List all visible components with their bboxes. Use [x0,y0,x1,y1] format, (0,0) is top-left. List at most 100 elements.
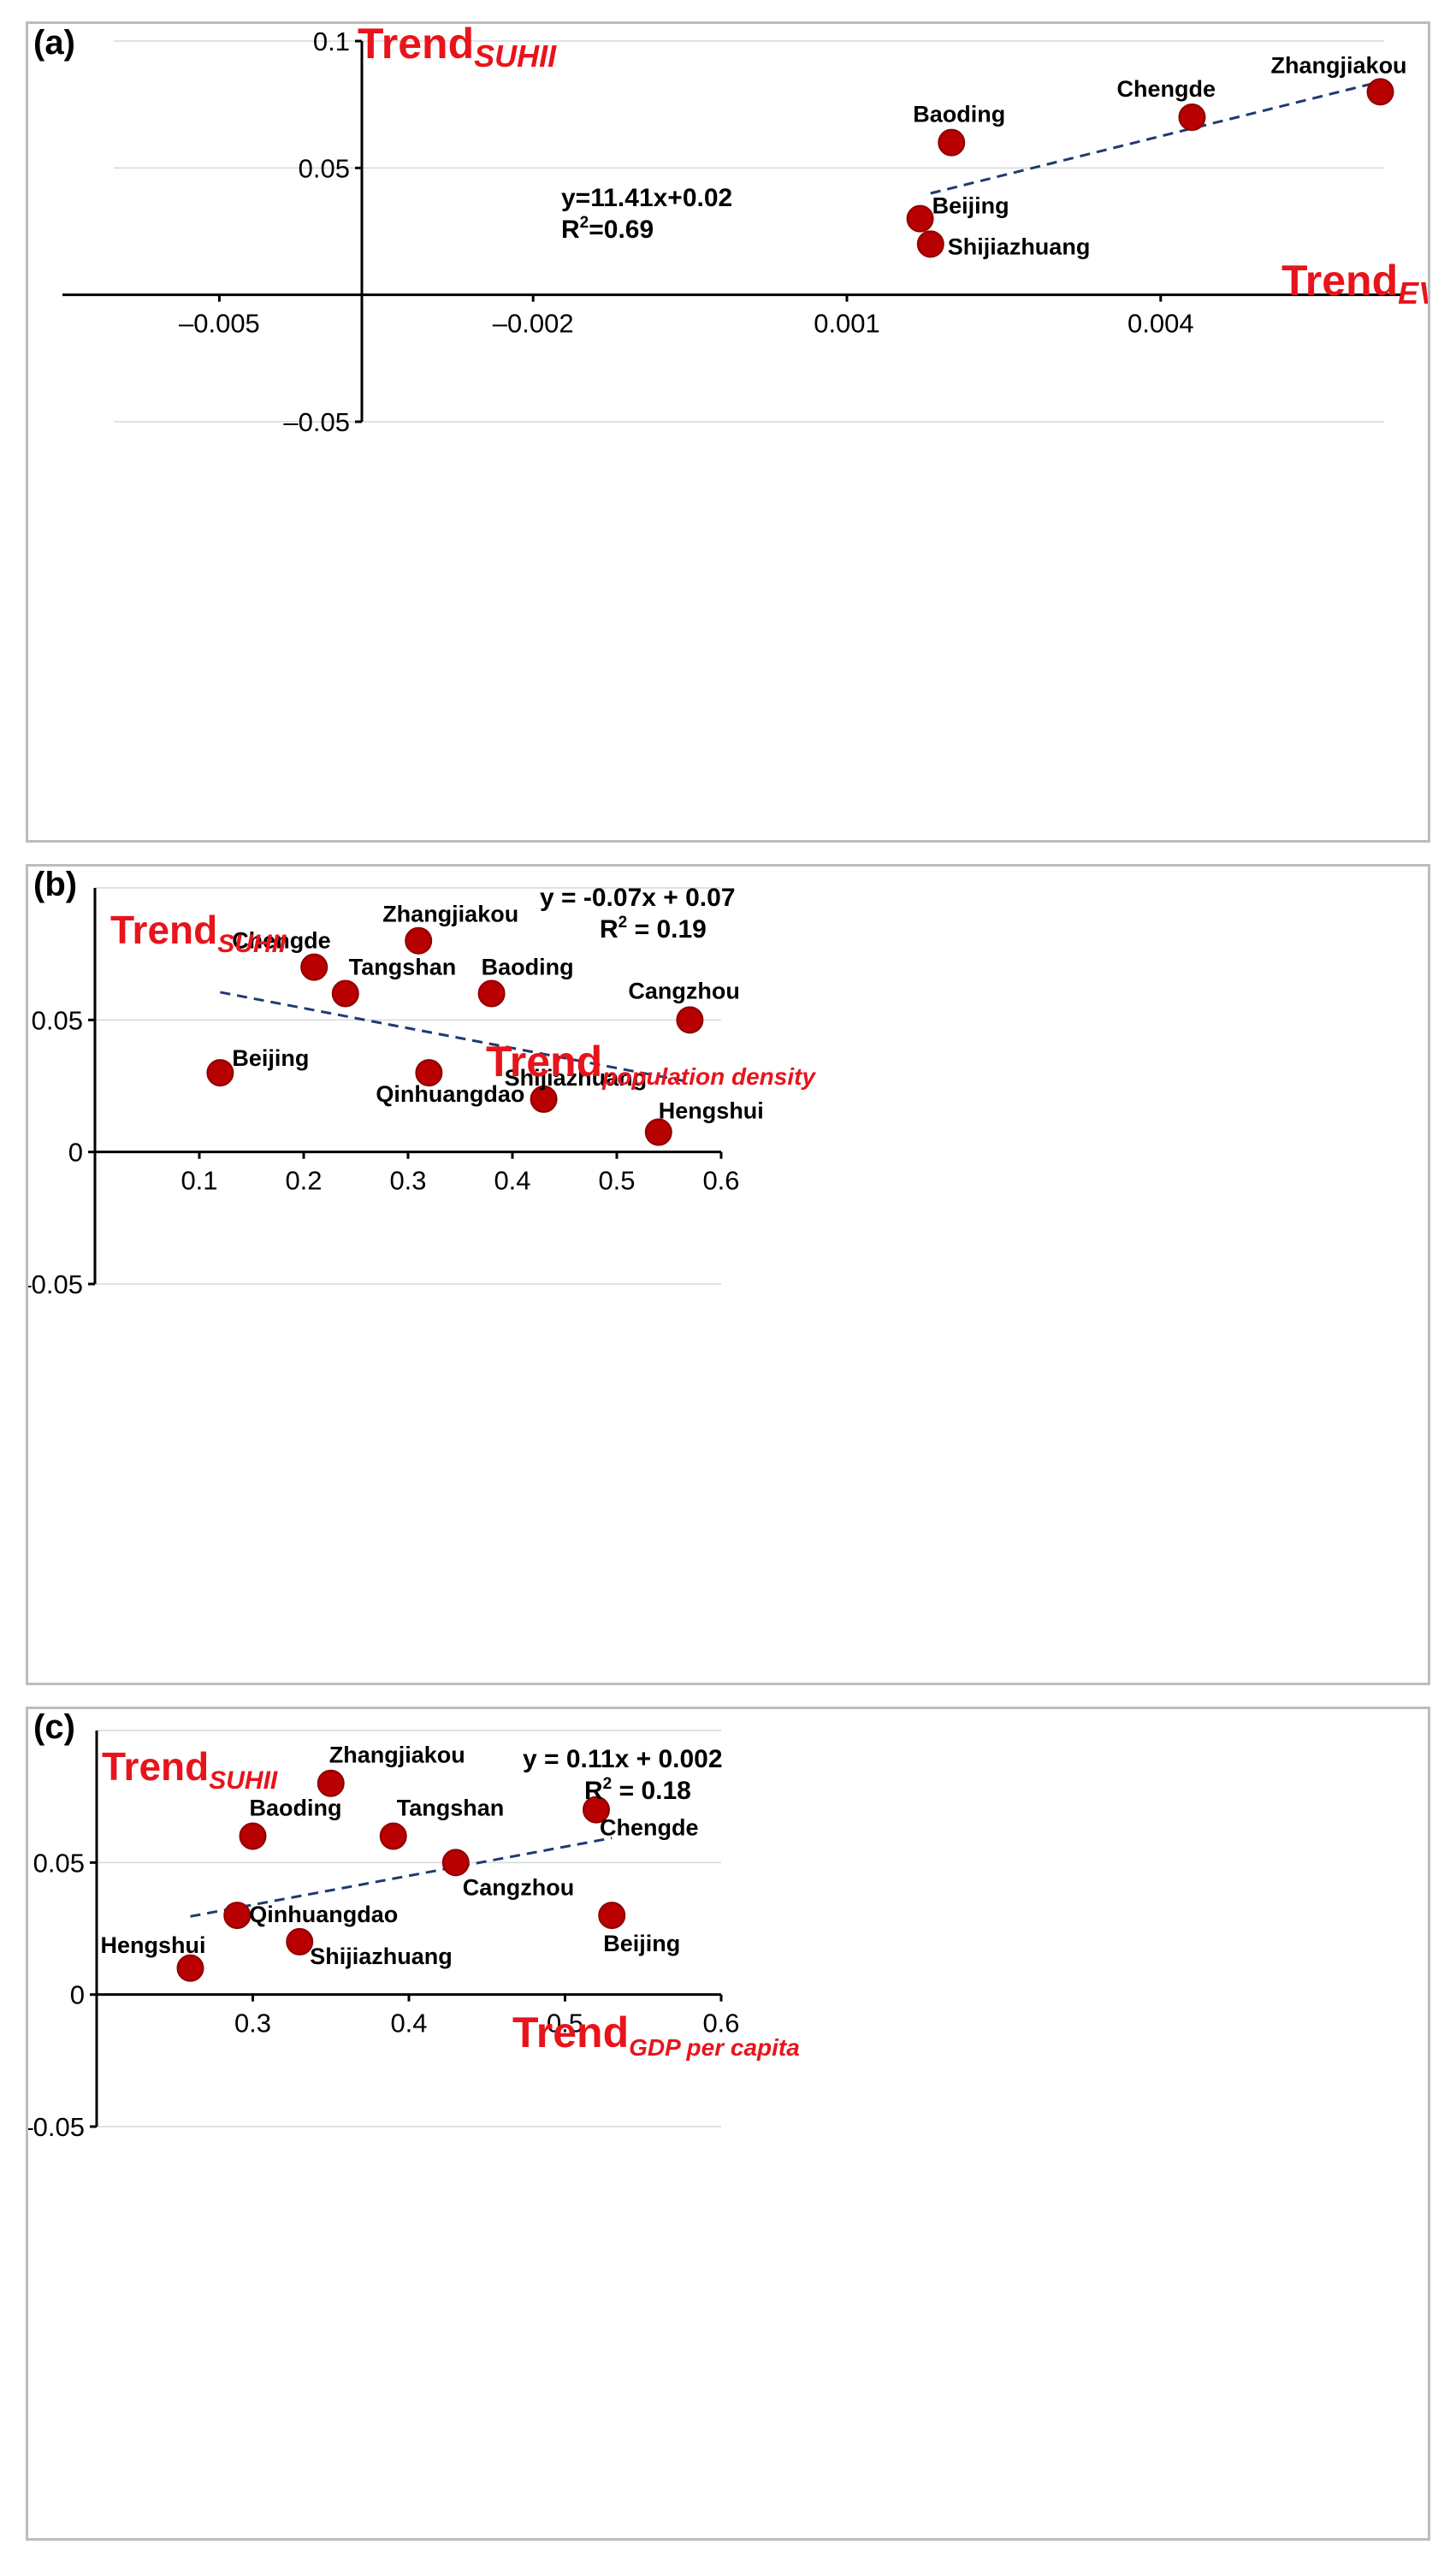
data-point [206,1059,234,1087]
data-point [938,128,966,157]
x-tick-label: 0.4 [494,1166,530,1196]
data-point [331,979,359,1008]
panel-b: 0.05 0 –0.05 0.1 0.2 0.3 0.4 0.5 0.6 Zhangjiakou C… [26,864,1430,1685]
y-tick-label: 0 [68,1138,83,1168]
data-point [477,979,506,1008]
r-squared-value: =0.69 [589,216,654,244]
point-label: Shijiazhuang [310,1944,453,1969]
data-point [379,1822,407,1850]
x-tick-label: 0.1 [181,1166,217,1196]
data-point [530,1085,558,1113]
data-point [916,230,944,258]
x-tick-label: 0.2 [285,1166,322,1196]
panel-label: (b) [33,867,77,903]
point-label: Qinhuangdao [376,1081,524,1107]
trendline [220,991,690,1084]
point-label: Zhangjiakou [329,1743,465,1768]
point-label: Tangshan [349,954,457,979]
point-label: Zhangjiakou [382,902,518,927]
r-squared: R2 = 0.18 [584,1775,691,1805]
y-tick-label: 0.05 [299,153,350,183]
data-point [317,1769,345,1797]
y-tick-label: –0.05 [283,407,350,437]
x-tick-label: 0.001 [814,309,880,339]
y-axis-title: TrendSUHII [102,1744,278,1795]
r-squared-sup: 2 [580,214,589,232]
data-point [239,1822,267,1850]
x-axis-title: TrendEVI [1281,257,1428,311]
data-point [1178,104,1206,131]
x-axis-title-subscript: EVI [1398,275,1428,311]
point-label: Zhangjiakou [1271,52,1407,78]
point-label: Shijiazhuang [948,234,1091,259]
x-tick-label: 0.3 [234,2009,271,2038]
x-axis-title-subscript: GDP per capita [629,2034,800,2061]
data-point [583,1796,610,1824]
data-point [1366,78,1394,106]
r-squared-sup: 2 [603,1775,613,1793]
point-label: Qinhuangdao [249,1902,398,1927]
panel-c: 0.05 0 –0.05 0.3 0.4 0.5 0.6 Zhangjiakou Baoding… [26,1707,1430,2541]
data-point [906,204,934,233]
y-axis-title-subscript: SUHII [209,1766,278,1795]
point-label: Cangzhou [463,1874,574,1900]
r-squared: R2 = 0.19 [600,914,707,944]
trend-equation: y=11.41x+0.02 [561,184,732,212]
data-point [223,1902,252,1930]
y-tick-label: 0 [70,1980,85,2010]
point-label: Beijing [603,1931,680,1956]
r-squared-sup: 2 [619,914,628,932]
point-label: Baoding [913,102,1005,127]
y-axis-title-main: Trend [110,908,217,952]
y-tick-label: 0.1 [313,27,350,56]
x-axis-title-main: Trend [1281,257,1398,305]
y-axis-title-subscript: SUHII [217,930,287,958]
y-axis-title: TrendSUHII [358,24,557,74]
trendline [930,80,1381,195]
r-squared-prefix: R [600,915,619,944]
y-axis-title-main: Trend [358,24,474,68]
y-tick-label: –0.05 [28,1269,83,1299]
x-tick-label: 0.5 [598,1166,635,1196]
data-point [286,1927,314,1956]
chart-a-svg: 0.1 0.05 –0.05 –0.005 –0.002 0.001 0.004 Zhangj… [33,24,1428,437]
x-tick-label: 0.6 [702,1166,739,1196]
y-axis-title-main: Trend [102,1744,209,1789]
r-squared-value: = 0.18 [612,1777,691,1805]
x-axis-title-main: Trend [512,2009,629,2056]
data-point [176,1954,204,1982]
point-label: Beijing [232,1045,309,1071]
x-tick-label: 0.4 [390,2009,427,2038]
data-point [676,1006,704,1034]
y-tick-label: 0.05 [33,1848,85,1878]
trend-equation: y = 0.11x + 0.002 [523,1745,723,1773]
x-tick-label: 0.004 [1128,309,1194,339]
point-label: Chengde [232,928,331,954]
y-axis-title: TrendSUHII [110,908,287,958]
x-axis-title-main: Trend [486,1038,602,1086]
x-tick-label: 0.3 [389,1166,426,1196]
point-label: Tangshan [397,1795,505,1820]
y-tick-label: –0.05 [28,2112,85,2142]
point-label: Hengshui [101,1932,206,1958]
panel-a: 0.1 0.05 –0.05 –0.005 –0.002 0.001 0.004 Zhangj… [26,21,1430,843]
panel-label: (c) [33,1709,75,1746]
panel-label: (a) [33,24,75,62]
data-point [644,1118,672,1146]
point-label: Chengde [600,1815,699,1841]
point-label: Cangzhou [628,978,739,1003]
x-axis-title: TrendGDP per capita [512,2009,800,2061]
x-tick-label: 0.6 [702,2009,739,2038]
y-axis-title-subscript: SUHII [474,38,557,74]
data-point [415,1059,443,1087]
r-squared: R2=0.69 [561,214,654,244]
x-tick-label: 0.5 [547,2009,583,2038]
data-point [598,1902,626,1930]
trendline [190,1837,613,1918]
r-squared-value: = 0.19 [627,915,707,944]
chart-b-svg: 0.05 0 –0.05 0.1 0.2 0.3 0.4 0.5 0.6 Zhangjiakou C… [28,867,816,1299]
y-tick-label: 0.05 [32,1005,83,1035]
x-tick-label: –0.005 [179,309,260,339]
point-label: Shijiazhuang [505,1065,648,1091]
chart-c-svg: 0.05 0 –0.05 0.3 0.4 0.5 0.6 Zhangjiakou Baoding… [28,1709,800,2142]
